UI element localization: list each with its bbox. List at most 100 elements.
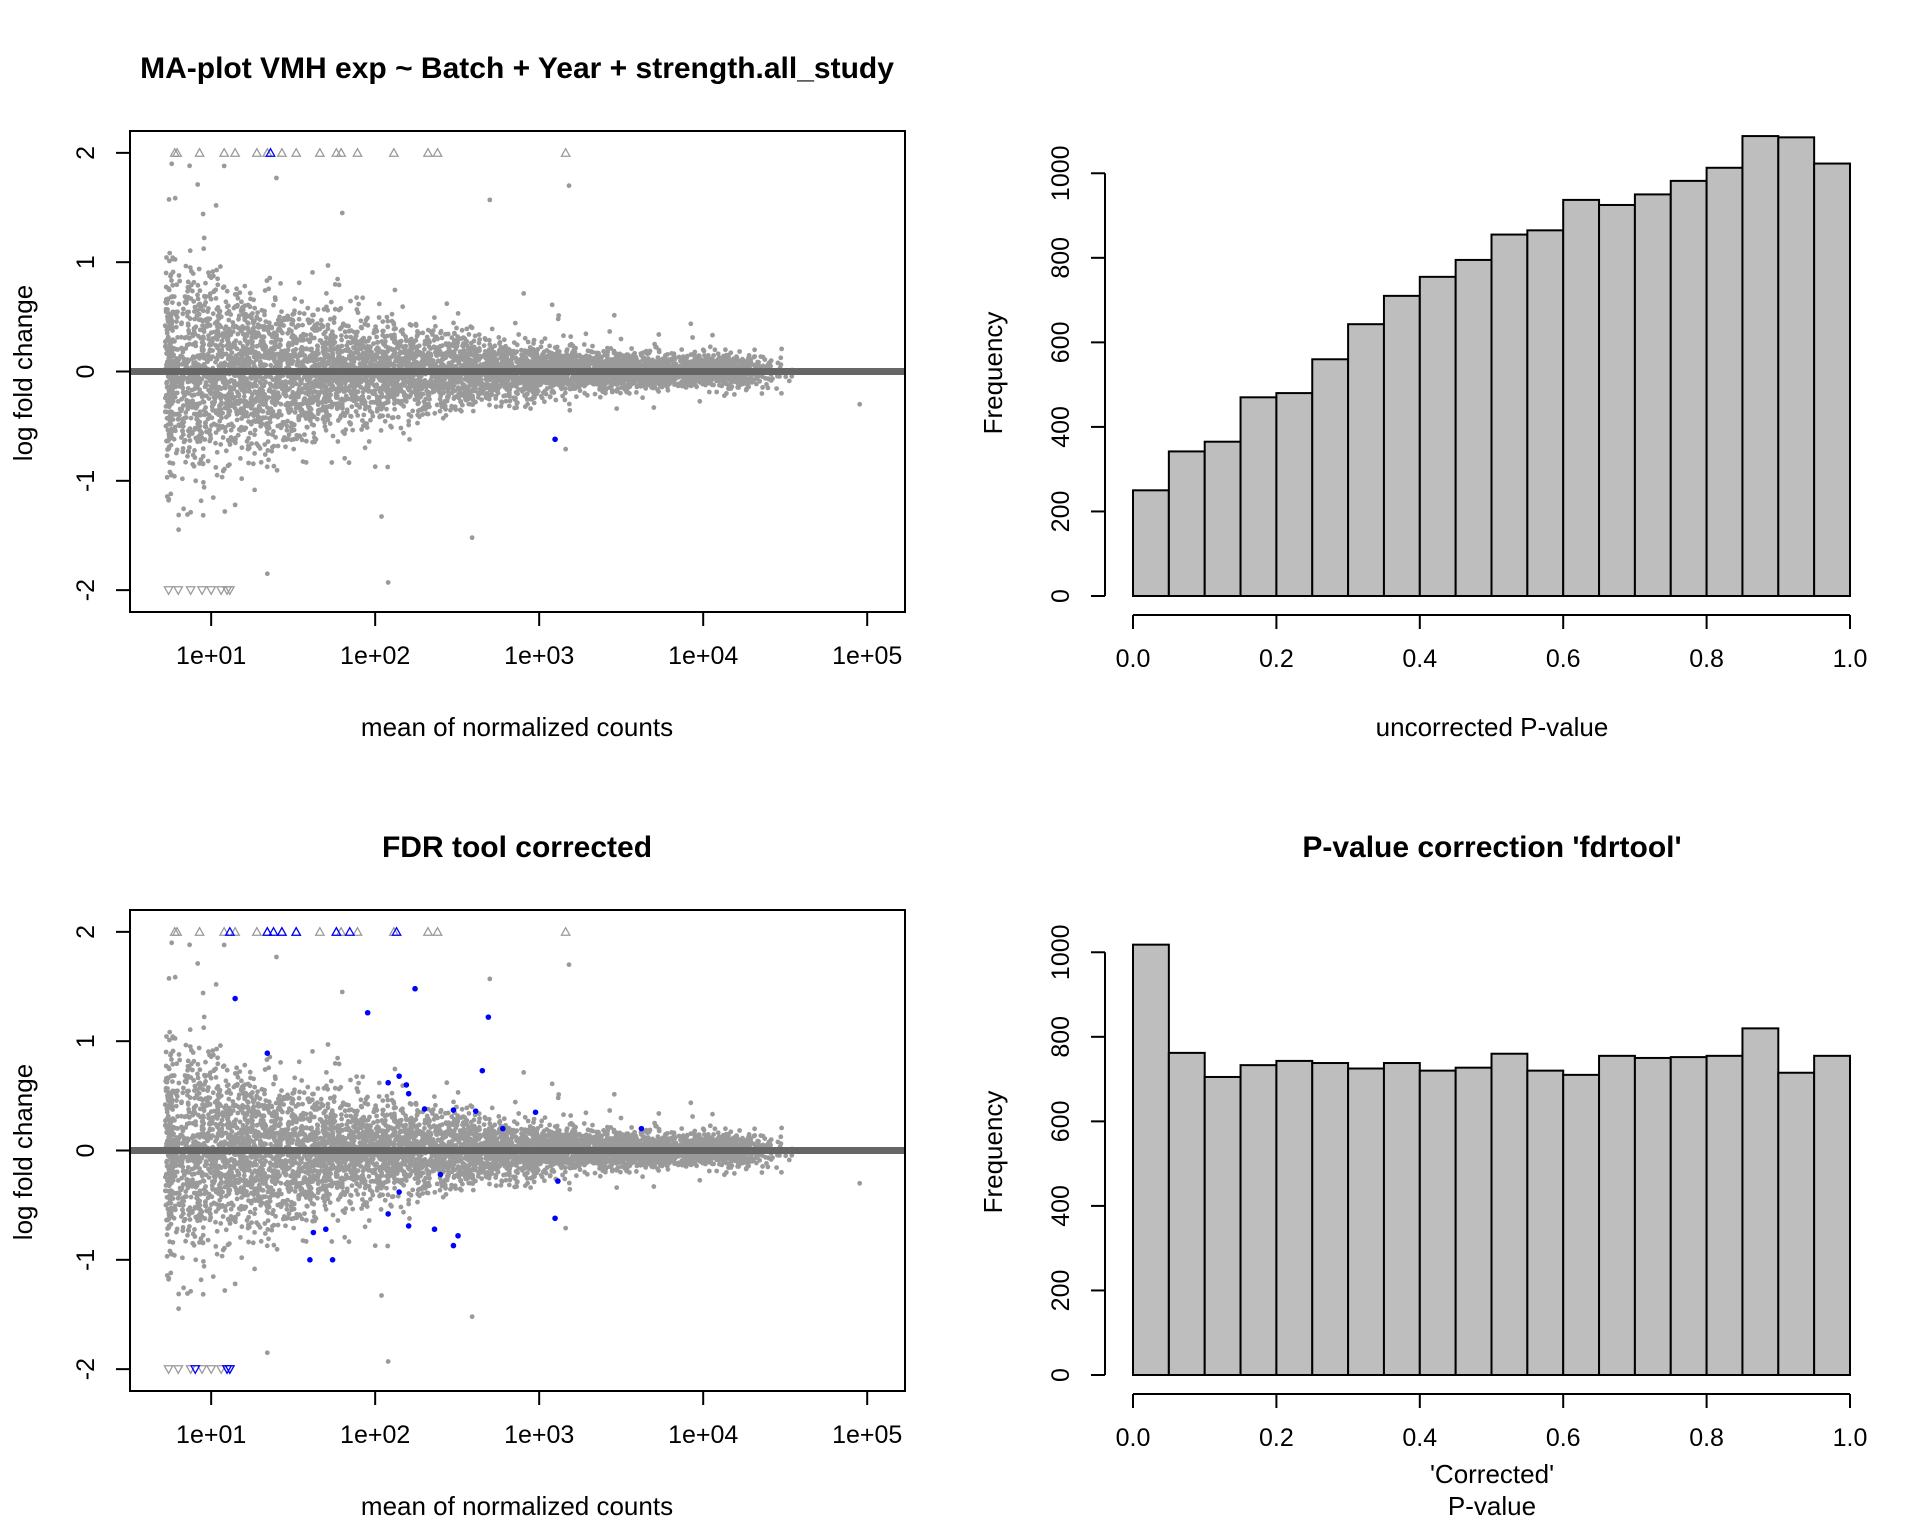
gene-point	[191, 463, 197, 469]
gene-point	[477, 337, 482, 342]
gene-point	[239, 445, 245, 451]
gene-point	[201, 484, 207, 490]
gene-point	[322, 424, 328, 429]
gene-point	[553, 397, 559, 403]
gene-point	[634, 390, 639, 395]
gene-point	[226, 317, 232, 323]
gene-point	[353, 409, 359, 414]
gene-point	[437, 408, 443, 414]
gene-point	[249, 392, 255, 397]
gene-point	[484, 395, 490, 401]
gene-point	[688, 352, 694, 358]
gene-point	[263, 351, 268, 357]
gene-point	[173, 450, 179, 456]
gene-point	[268, 362, 274, 368]
gene-point	[464, 377, 470, 383]
gene-point	[213, 334, 219, 340]
gene-point	[752, 362, 758, 368]
gene-point	[379, 514, 384, 519]
gene-point	[324, 291, 329, 296]
gene-point	[252, 427, 258, 433]
gene-point	[434, 402, 440, 408]
gene-point	[224, 406, 230, 411]
gene-point	[315, 344, 321, 349]
gene-point	[762, 357, 768, 362]
gene-point	[629, 346, 634, 351]
gene-point	[354, 295, 359, 300]
gene-point	[190, 331, 196, 337]
gene-point	[325, 417, 331, 423]
gene-point	[185, 428, 191, 434]
gene-point	[317, 326, 323, 332]
gene-point	[164, 474, 170, 480]
gene-point	[401, 430, 406, 436]
gene-point	[679, 347, 685, 352]
gene-point	[461, 382, 467, 388]
gene-point	[700, 347, 706, 353]
gene-point	[191, 361, 196, 366]
gene-point	[308, 332, 313, 338]
gene-point	[506, 403, 512, 409]
gene-point	[325, 322, 331, 328]
gene-point	[378, 413, 383, 419]
gene-point	[368, 400, 374, 405]
gene-point	[201, 246, 207, 252]
gene-point	[516, 332, 522, 337]
gene-point	[213, 343, 219, 348]
gene-point	[239, 416, 245, 421]
gene-point	[251, 349, 257, 355]
gene-point	[163, 270, 169, 276]
gene-point	[420, 330, 426, 336]
gene-point	[275, 443, 281, 449]
gene-point	[283, 444, 288, 450]
gene-point	[476, 332, 482, 337]
gene-point	[262, 442, 268, 447]
gene-point	[342, 455, 348, 461]
gene-point	[198, 498, 204, 504]
gene-point	[173, 324, 179, 330]
gene-point	[413, 321, 419, 327]
gene-point	[297, 310, 302, 316]
gene-point	[492, 343, 498, 349]
gene-point	[432, 350, 438, 355]
gene-point	[348, 298, 353, 304]
gene-point	[296, 316, 302, 322]
gene-point	[470, 408, 476, 414]
gene-point	[235, 361, 241, 366]
gene-point	[206, 336, 212, 342]
gene-point	[627, 391, 632, 396]
gene-point	[278, 362, 283, 367]
gene-point	[361, 412, 367, 418]
gene-point	[290, 358, 296, 364]
gene-point	[255, 310, 260, 315]
gene-point	[497, 339, 503, 345]
gene-point	[292, 410, 298, 415]
gene-point	[359, 401, 364, 406]
gene-point	[564, 347, 570, 352]
gene-point	[406, 387, 412, 393]
gene-point	[266, 457, 271, 463]
gene-point	[185, 294, 191, 300]
gene-point	[330, 433, 336, 439]
gene-point	[542, 399, 547, 405]
gene-point	[410, 408, 416, 414]
gene-point	[365, 338, 371, 344]
gene-point	[786, 378, 792, 384]
gene-point	[431, 337, 437, 343]
gene-point	[189, 268, 194, 274]
gene-point	[325, 263, 331, 268]
gene-point	[380, 319, 386, 324]
gene-point	[218, 264, 223, 269]
gene-point	[385, 464, 391, 470]
gene-point	[455, 311, 461, 316]
gene-point	[267, 386, 273, 392]
gene-point	[337, 326, 343, 332]
gene-point	[184, 401, 190, 407]
gene-point	[374, 334, 379, 340]
gene-point	[522, 335, 528, 341]
gene-point	[271, 302, 276, 308]
gene-point	[167, 250, 173, 256]
gene-point	[344, 334, 349, 340]
gene-point	[400, 304, 406, 310]
gene-point	[302, 432, 307, 437]
